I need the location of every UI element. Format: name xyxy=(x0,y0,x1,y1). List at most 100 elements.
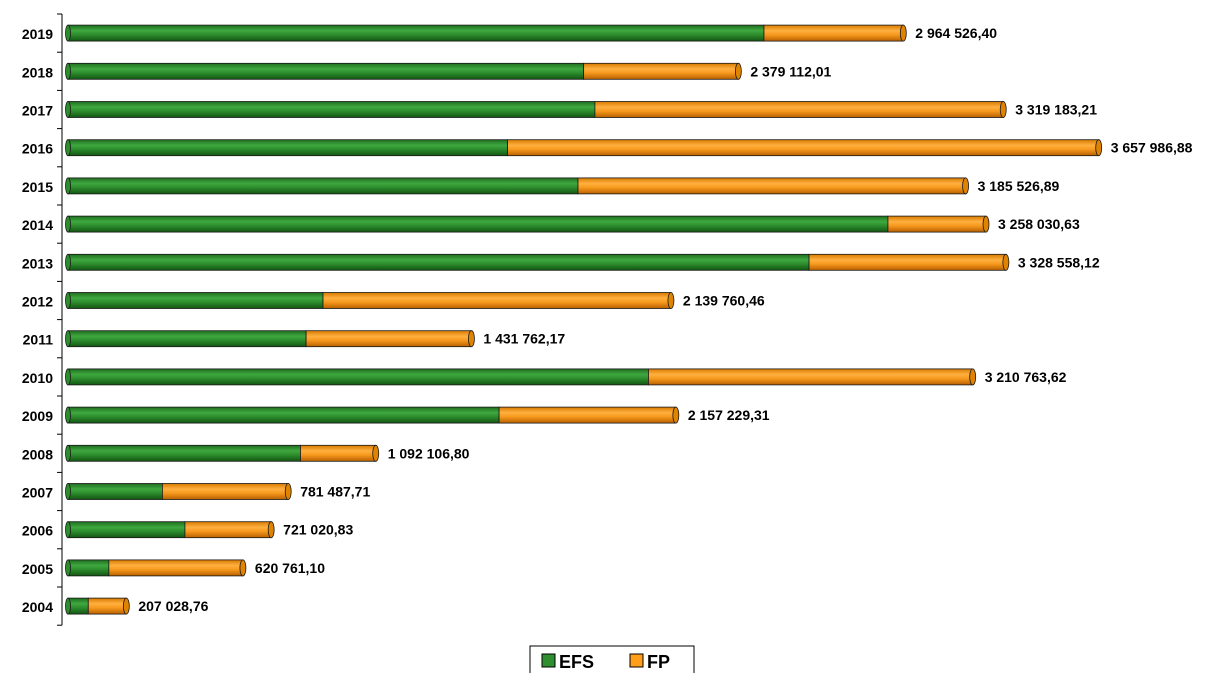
bar-efs-2016 xyxy=(67,139,508,157)
total-label: 620 761,10 xyxy=(255,560,325,576)
bar-fp-2012 xyxy=(322,292,672,309)
bar-cap-right xyxy=(962,177,969,195)
y-tick-label: 2005 xyxy=(22,561,53,577)
bar-efs-2013 xyxy=(67,253,810,271)
total-label: 2 157 229,31 xyxy=(688,407,770,423)
legend: EFS FP xyxy=(529,645,695,673)
bar-cap-left xyxy=(65,559,71,577)
bar-efs-2010 xyxy=(67,368,649,386)
legend-swatch-fp xyxy=(629,653,644,668)
bar-efs-2004 xyxy=(67,597,89,615)
bar-cap-left xyxy=(65,139,71,157)
bar-cap-right xyxy=(1095,139,1103,157)
y-tick-label: 2017 xyxy=(22,103,53,119)
bar-cap-left xyxy=(65,253,71,271)
bars xyxy=(65,24,1103,615)
total-label: 3 185 526,89 xyxy=(978,178,1060,194)
y-axis: 2019 2018 2017 2016 2015 2014 2013 2012 2011 2010… xyxy=(22,13,63,626)
bar-cap-left xyxy=(65,483,71,500)
bar-efs-2009 xyxy=(67,406,500,424)
total-label: 721 020,83 xyxy=(283,522,353,538)
bar-fp-2016 xyxy=(507,139,1100,157)
total-label: 2 964 526,40 xyxy=(915,25,997,41)
bar-cap-left xyxy=(65,24,71,42)
bar-efs-2018 xyxy=(67,62,585,80)
data-labels: 2 964 526,40 2 379 112,01 3 319 183,21 3 65… xyxy=(138,25,1192,614)
bar-cap-left xyxy=(65,330,71,348)
bar-cap-right xyxy=(982,215,990,233)
total-label: 3 328 558,12 xyxy=(1018,254,1100,270)
bar-fp-2013 xyxy=(808,253,1007,271)
bar-fp-2014 xyxy=(887,215,987,233)
bar-cap-left xyxy=(65,101,71,118)
bar-cap-right xyxy=(284,483,292,500)
bar-fp-2011 xyxy=(305,330,472,348)
bar-cap-right xyxy=(239,559,247,577)
bar-efs-2017 xyxy=(67,101,596,118)
bar-fp-2005 xyxy=(108,559,244,577)
bar-efs-2005 xyxy=(67,559,110,577)
bar-efs-2014 xyxy=(67,215,889,233)
bar-cap-left xyxy=(65,406,71,424)
bar-efs-2006 xyxy=(67,521,186,539)
bar-efs-2011 xyxy=(67,330,307,348)
total-label: 207 028,76 xyxy=(138,598,208,614)
bar-cap-left xyxy=(65,444,71,462)
bar-cap-left xyxy=(65,597,71,615)
bar-fp-2018 xyxy=(583,62,739,80)
bar-cap-right xyxy=(267,521,275,539)
y-tick-label: 2018 xyxy=(22,64,53,80)
bar-fp-2004 xyxy=(87,597,127,615)
y-tick-label: 2009 xyxy=(22,408,53,424)
y-tick-label: 2010 xyxy=(22,370,53,386)
bar-cap-right xyxy=(999,101,1007,118)
y-tick-label: 2011 xyxy=(23,332,54,348)
bar-cap-right xyxy=(122,597,130,615)
bar-cap-right xyxy=(1002,253,1010,271)
bar-cap-right xyxy=(734,62,742,80)
bar-cap-left xyxy=(65,62,71,80)
y-tick-label: 2008 xyxy=(22,446,53,462)
bar-efs-2012 xyxy=(67,292,324,309)
bar-fp-2009 xyxy=(498,406,677,424)
total-label: 2 139 760,46 xyxy=(683,293,765,309)
total-label: 1 092 106,80 xyxy=(388,445,470,461)
bar-efs-2015 xyxy=(67,177,579,195)
legend-label-efs: EFS xyxy=(559,652,594,672)
y-tick-label: 2004 xyxy=(22,599,53,615)
total-label: 3 258 030,63 xyxy=(998,216,1080,232)
bar-cap-right xyxy=(468,330,475,348)
bar-fp-2006 xyxy=(184,521,272,539)
y-tick-label: 2019 xyxy=(22,26,53,42)
bar-efs-2008 xyxy=(67,444,301,462)
total-label: 1 431 762,17 xyxy=(483,331,565,347)
bar-fp-2007 xyxy=(161,483,289,500)
bar-cap-left xyxy=(65,521,71,539)
bar-fp-2010 xyxy=(648,368,974,386)
bar-fp-2008 xyxy=(300,444,377,462)
total-label: 781 487,71 xyxy=(300,484,370,500)
bar-fp-2015 xyxy=(577,177,966,195)
total-label: 2 379 112,01 xyxy=(750,63,831,79)
y-tick-label: 2012 xyxy=(22,294,53,310)
bar-cap-right xyxy=(899,24,907,42)
y-tick-label: 2016 xyxy=(22,141,53,157)
total-label: 3 319 183,21 xyxy=(1015,102,1097,118)
bar-efs-2007 xyxy=(67,483,163,500)
bar-cap-left xyxy=(65,292,71,309)
y-tick-label: 2015 xyxy=(22,179,53,195)
legend-label-fp: FP xyxy=(647,652,670,672)
bar-fp-2017 xyxy=(594,101,1004,118)
bar-cap-left xyxy=(65,215,71,233)
legend-swatch-efs xyxy=(541,653,556,668)
bar-cap-right xyxy=(969,368,977,386)
bar-cap-right xyxy=(667,292,675,309)
legend-box xyxy=(529,645,695,673)
y-tick-label: 2014 xyxy=(22,217,53,233)
bar-efs-2019 xyxy=(67,24,765,42)
bar-cap-right xyxy=(372,444,380,462)
total-label: 3 657 986,88 xyxy=(1111,140,1193,156)
bar-fp-2019 xyxy=(763,24,904,42)
bar-cap-left xyxy=(65,368,71,386)
